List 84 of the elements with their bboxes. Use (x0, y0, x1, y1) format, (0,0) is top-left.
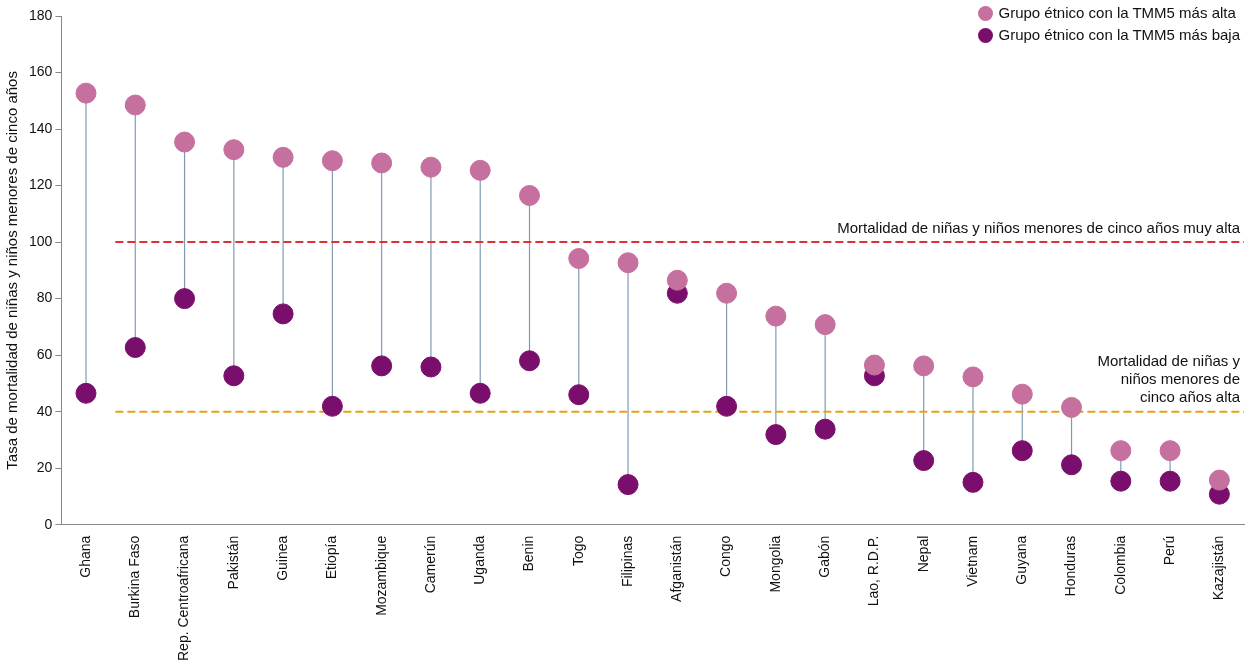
x-tick-label: Mongolia (766, 535, 783, 593)
x-tick-label: Afganistán (668, 535, 685, 602)
point (1110, 440, 1132, 462)
point (913, 355, 935, 377)
point (371, 355, 393, 377)
point (420, 356, 442, 378)
y-tick-label: 100 (29, 232, 53, 249)
x-tick-label: Lao, R.D.P. (865, 535, 882, 607)
point (716, 282, 738, 304)
y-axis-title: Tasa de mortalidad de niñas y niños menores de cinco años (3, 71, 21, 470)
point (913, 450, 935, 472)
point (223, 365, 245, 387)
x-tick-label: Filipinas (618, 535, 635, 588)
point (617, 252, 639, 274)
y-tick-label: 60 (36, 346, 53, 362)
point (272, 146, 294, 168)
point (420, 156, 442, 178)
point (1061, 454, 1083, 476)
point (469, 382, 491, 404)
point (1061, 396, 1083, 418)
point (765, 424, 787, 446)
point (765, 305, 787, 327)
point (174, 131, 196, 153)
y-tick-label: 140 (29, 119, 53, 136)
x-tick-label: Gabón (816, 535, 833, 578)
legend-label: Grupo étnico con la TMM5 más alta (998, 3, 1236, 23)
point (568, 247, 590, 269)
x-tick-label: Mozambique (372, 535, 389, 616)
point (223, 139, 245, 161)
point (962, 471, 984, 493)
point (321, 395, 343, 417)
point (1159, 470, 1181, 492)
y-tick-label: 180 (29, 6, 53, 23)
x-tick-label: Nepal (914, 535, 931, 573)
y-tick-label: 160 (29, 63, 53, 80)
point (124, 94, 146, 116)
x-tick-label: Congo (717, 535, 734, 577)
point (469, 159, 491, 181)
point (1011, 440, 1033, 462)
x-tick-label: Camerún (421, 535, 438, 594)
point (568, 384, 590, 406)
x-tick-label: Togo (569, 535, 586, 567)
x-tick-label: Etiopía (323, 535, 340, 580)
x-tick-label: Guinea (273, 535, 290, 581)
x-tick-label: Colombia (1111, 535, 1128, 595)
x-tick-label: Uganda (471, 535, 488, 585)
point (666, 269, 688, 291)
x-tick-label: Rep. Centroafricana (175, 535, 192, 662)
x-tick-label: Perú (1160, 535, 1177, 566)
point (814, 314, 836, 336)
point (1011, 383, 1033, 405)
point (716, 395, 738, 417)
point (75, 382, 97, 404)
x-tick-label: Burkina Faso (126, 535, 143, 619)
point (1110, 470, 1132, 492)
y-tick-label: 80 (36, 289, 53, 306)
point (321, 150, 343, 172)
point (518, 350, 540, 372)
y-tick-label: 20 (36, 459, 53, 476)
point (1159, 440, 1181, 462)
point (124, 337, 146, 359)
point (174, 288, 196, 310)
y-tick-label: 120 (29, 176, 53, 193)
point (617, 474, 639, 496)
ref-line-label: Mortalidad de niñas y niños menores de cinco años alta (1097, 352, 1241, 406)
ref-line-label: Mortalidad de niñas y niños menores de cinco años muy alta (837, 218, 1241, 236)
x-tick-label: Pakistán (224, 535, 241, 590)
x-tick-label: Kazajistán (1210, 535, 1227, 601)
legend-label: Grupo étnico con la TMM5 más baja (998, 25, 1240, 45)
x-tick-label: Honduras (1062, 535, 1079, 597)
x-tick-label: Guyana (1013, 535, 1030, 585)
x-tick-label: Vietnam (963, 535, 980, 587)
y-tick-label: 40 (36, 402, 53, 419)
y-tick-label: 0 (44, 515, 53, 532)
point (814, 418, 836, 440)
point (75, 82, 97, 104)
point (272, 303, 294, 325)
point (863, 354, 885, 376)
point (1208, 469, 1230, 491)
point (371, 152, 393, 174)
point (962, 366, 984, 388)
x-tick-label: Benin (520, 535, 537, 572)
x-tick-label: Ghana (76, 535, 93, 578)
point (518, 184, 540, 206)
